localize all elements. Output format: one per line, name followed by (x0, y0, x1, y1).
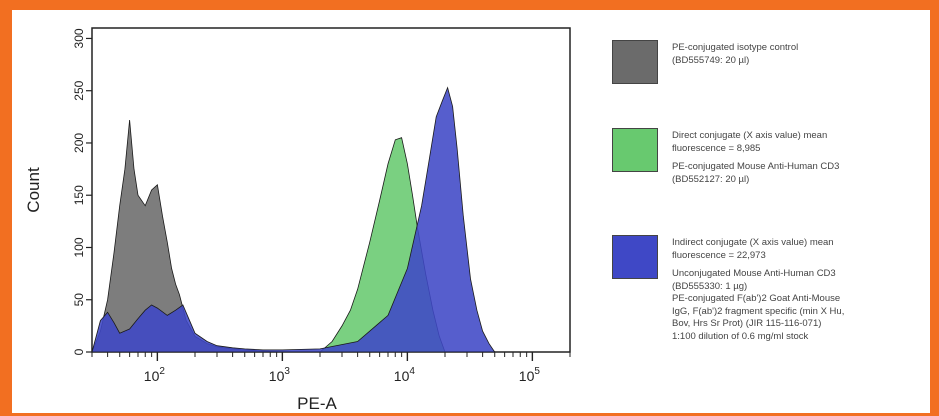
y-axis-label: Count (24, 167, 43, 213)
legend-line: Direct conjugate (X axis value) mean (672, 130, 828, 141)
legend-line: (BD555749: 20 µl) (672, 54, 750, 66)
legend-line: (BD552127: 20 µl) (672, 173, 750, 185)
legend-line: Bov, Hrs Sr Prot) (JIR 115-116-071) (672, 318, 822, 329)
y-tick-label: 50 (72, 293, 86, 307)
legend-swatch-isotype (612, 40, 658, 84)
y-tick-label: 200 (72, 133, 86, 153)
y-tick-label: 150 (72, 185, 86, 205)
y-tick-label: 0 (72, 348, 86, 355)
x-tick-label: 103 (269, 366, 291, 384)
histogram-chart: 0 50 100 150 200 250 300 102 103 104 105 PE-A Count (24, 27, 571, 413)
figure-card: 0 50 100 150 200 250 300 102 103 104 105 PE-A Count … (12, 10, 930, 413)
y-tick-label: 300 (72, 28, 86, 48)
x-axis-label: PE-A (297, 394, 337, 413)
legend-line: 1:100 dilution of 0.6 mg/ml stock (672, 330, 809, 342)
x-tick-label: 104 (394, 366, 416, 384)
legend-line: PE-conjugated F(ab')2 Goat Anti-Mouse (672, 293, 841, 304)
series-area-indirect (91, 86, 496, 353)
y-tick-label: 250 (72, 80, 86, 100)
x-tick-label: 102 (144, 366, 166, 384)
x-tick-label: 105 (519, 366, 541, 384)
legend-swatch-direct (612, 128, 658, 172)
legend-line: PE-conjugated isotype control (672, 42, 799, 53)
legend-line: IgG, F(ab')2 fragment specific (min X Hu… (672, 305, 845, 317)
legend-line: fluorescence = 8,985 (672, 142, 761, 154)
legend-text-isotype: PE-conjugated isotype control (BD555749:… (672, 42, 927, 67)
legend-line: Indirect conjugate (X axis value) mean (672, 237, 834, 248)
legend-line: fluorescence = 22,973 (672, 249, 766, 261)
y-tick-label: 100 (72, 237, 86, 257)
legend-line: PE-conjugated Mouse Anti-Human CD3 (672, 161, 840, 172)
legend-swatch-indirect (612, 235, 658, 279)
legend-text-indirect: Indirect conjugate (X axis value) mean f… (672, 237, 927, 343)
legend-text-direct: Direct conjugate (X axis value) mean flu… (672, 130, 927, 186)
legend-line: (BD555330: 1 µg) (672, 280, 748, 292)
legend-line: Unconjugated Mouse Anti-Human CD3 (672, 268, 836, 279)
